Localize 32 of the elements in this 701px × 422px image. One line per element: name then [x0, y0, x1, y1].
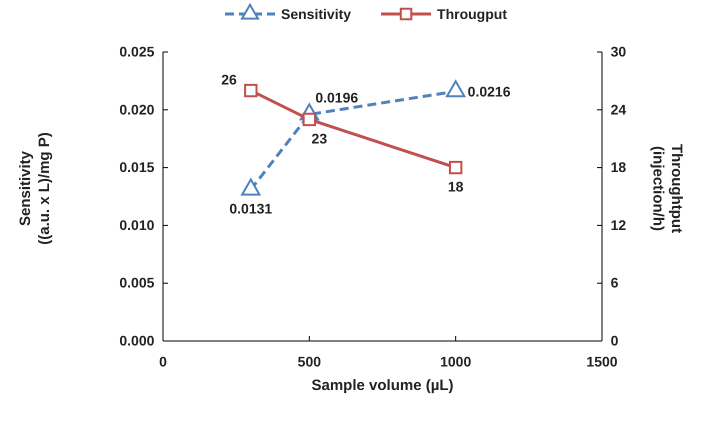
data-label: 18 — [448, 178, 464, 195]
point — [302, 112, 316, 126]
y-tick-label: 0.010 — [119, 216, 155, 233]
point — [448, 160, 462, 174]
point — [244, 84, 258, 98]
y2-axis-title: Throughtput (injection/h) — [649, 144, 685, 234]
point — [446, 80, 466, 98]
x-tick-label: 1000 — [440, 353, 472, 370]
y2-tick-label: 30 — [610, 43, 626, 60]
point — [241, 178, 260, 196]
y2-tick-label: 18 — [610, 159, 626, 176]
data-label: 23 — [312, 130, 328, 146]
y2-tick-label: 6 — [610, 274, 619, 291]
data-label: 0.0131 — [229, 200, 272, 217]
y-tick-label: 0.015 — [119, 159, 155, 176]
data-label: 0.0216 — [468, 83, 511, 100]
y-tick-label: 0.020 — [119, 101, 155, 118]
data-label: 26 — [221, 72, 238, 88]
data-label: 0.0196 — [315, 89, 358, 106]
legend-label: Sensitivity — [281, 6, 352, 22]
x-tick-label: 500 — [298, 353, 322, 370]
x-axis-title: Sample volume (µL) — [311, 377, 454, 394]
y-tick-label: 0.000 — [119, 332, 155, 348]
y-tick-label: 0.005 — [119, 274, 155, 291]
x-tick-label: 1500 — [586, 353, 618, 370]
y2-tick-label: 24 — [610, 101, 626, 118]
y2-tick-label: 0 — [610, 332, 619, 348]
y-axis-title: Sensitivity ((a.u. x L)/mg P) — [17, 132, 53, 245]
legend-label: Througput — [437, 6, 508, 22]
y-tick-label: 0.025 — [119, 43, 155, 60]
y2-tick-label: 12 — [610, 216, 626, 233]
x-tick-label: 0 — [159, 353, 168, 370]
